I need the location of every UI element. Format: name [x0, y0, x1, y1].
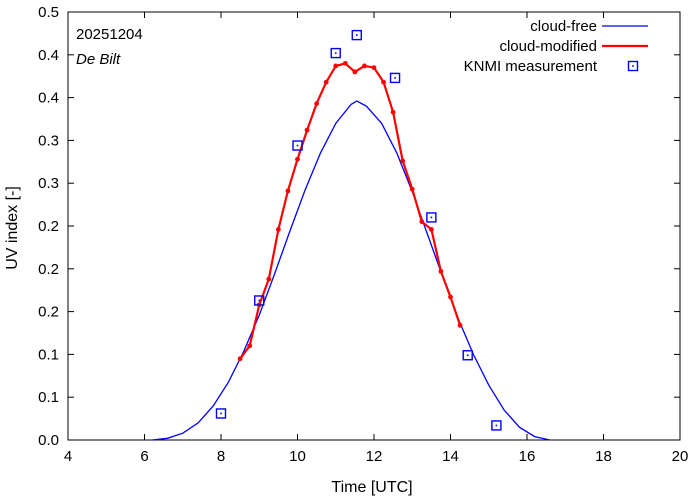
knmi-measurement-center — [296, 144, 299, 147]
date-annotation: 20251204 — [76, 26, 143, 43]
x-tick-label: 12 — [366, 448, 383, 465]
legend-label-2: KNMI measurement — [464, 58, 598, 75]
cloud-modified-point — [247, 343, 253, 349]
y-tick-label: 0.3 — [38, 132, 59, 149]
x-tick-label: 16 — [519, 448, 536, 465]
y-tick-label: 0.4 — [38, 90, 59, 107]
cloud-modified-point — [304, 127, 310, 133]
x-tick-label: 20 — [672, 448, 689, 465]
x-tick-label: 18 — [595, 448, 612, 465]
knmi-measurement-point — [215, 408, 227, 419]
x-tick-label: 4 — [64, 448, 72, 465]
cloud-modified-point — [275, 227, 281, 232]
knmi-measurement-point — [491, 420, 502, 431]
knmi-measurement-center — [466, 354, 469, 357]
legend-swatch-2 — [627, 60, 639, 72]
knmi-measurement-point — [426, 212, 437, 223]
cloud-modified-line — [239, 62, 462, 360]
cloud-modified-point — [333, 63, 339, 69]
location-annotation: De Bilt — [76, 51, 121, 68]
y-tick-label: 0.2 — [38, 304, 59, 321]
cloud-modified-point — [295, 156, 300, 162]
knmi-measurement-point — [330, 47, 341, 59]
knmi-measurement-center — [355, 34, 358, 36]
cloud-modified-point — [362, 63, 367, 69]
cloud-modified-point — [390, 109, 396, 115]
cloud-modified-point — [352, 69, 358, 75]
y-tick-label: 0.1 — [38, 346, 59, 363]
knmi-measurement-center — [334, 52, 337, 54]
cloud-modified-point — [371, 65, 377, 71]
cloud-modified-point — [419, 219, 425, 225]
y-tick-label: 0.5 — [38, 4, 59, 21]
cloud-modified-point — [448, 294, 453, 300]
legend-label-1: cloud-modified — [499, 38, 597, 55]
knmi-measurement-center — [495, 424, 498, 427]
y-tick-label: 0.0 — [38, 432, 59, 449]
cloud-modified-point — [237, 356, 243, 362]
cloud-modified-point — [381, 79, 386, 85]
knmi-measurement-point — [292, 140, 303, 151]
cloud-modified-point — [342, 60, 348, 66]
x-tick-label: 8 — [217, 448, 225, 465]
cloud-modified-point — [266, 276, 272, 282]
y-tick-label: 0.3 — [38, 175, 59, 192]
knmi-measurement-center — [258, 299, 261, 302]
knmi-measurement-center — [394, 77, 396, 79]
knmi-measurement-point — [254, 295, 265, 306]
cloud-modified-point — [400, 158, 406, 164]
y-tick-label: 0.4 — [38, 47, 59, 64]
knmi-measurement-center — [430, 216, 433, 219]
legend-label-0: cloud-free — [530, 18, 597, 35]
x-axis-label: Time [UTC] — [331, 479, 412, 496]
cloud-modified-point — [409, 186, 415, 192]
plot-frame — [67, 11, 681, 441]
x-tick-label: 10 — [289, 448, 306, 465]
y-tick-label: 0.2 — [38, 218, 59, 235]
knmi-measurement-point — [351, 29, 362, 41]
x-tick-label: 6 — [140, 448, 148, 465]
cloud-modified-point — [457, 322, 463, 328]
y-tick-label: 0.2 — [38, 261, 59, 278]
cloud-modified-point — [314, 101, 320, 106]
cloud-modified-point — [285, 188, 291, 194]
knmi-measurement-point — [389, 72, 401, 84]
knmi-measurement-point — [462, 350, 473, 361]
cloud-modified-point — [428, 227, 434, 232]
cloud-modified-point — [438, 268, 444, 274]
y-axis-label: UV index [-] — [4, 186, 21, 270]
x-tick-label: 14 — [442, 448, 459, 465]
legend-swatch-center-2 — [632, 65, 634, 67]
cloud-modified-point — [323, 79, 329, 85]
y-tick-label: 0.1 — [38, 389, 59, 406]
knmi-measurement-center — [220, 412, 222, 415]
cloud-free-line — [152, 100, 551, 441]
